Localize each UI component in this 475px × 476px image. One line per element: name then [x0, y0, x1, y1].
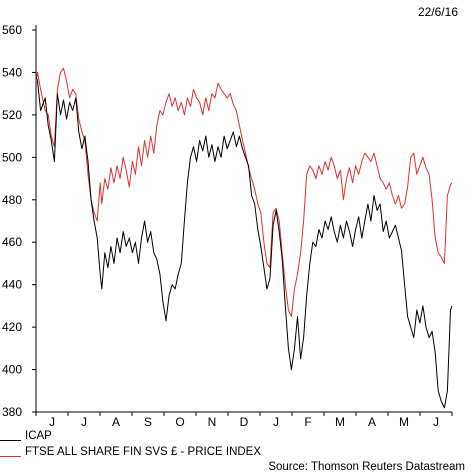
series-line-icap: [35, 76, 453, 409]
legend-item-ftse: FTSE ALL SHARE FIN SVS £ - PRICE INDEX: [0, 444, 261, 460]
legend: ICAP FTSE ALL SHARE FIN SVS £ - PRICE IN…: [0, 428, 261, 460]
legend-swatch-ftse: [0, 455, 21, 457]
x-tick-label: J: [433, 415, 439, 429]
legend-item-icap: ICAP: [0, 428, 261, 444]
x-tick-label: D: [240, 415, 249, 429]
x-tick-label: F: [304, 415, 311, 429]
y-tick-label: 560: [2, 23, 22, 37]
legend-label-ftse: FTSE ALL SHARE FIN SVS £ - PRICE INDEX: [25, 446, 262, 458]
y-tick-label: 540: [2, 65, 22, 79]
source-note: Source: Thomson Reuters Datastream: [268, 461, 465, 473]
series-line-ftse: [35, 67, 453, 317]
x-tick-label: N: [208, 415, 217, 429]
y-tick-label: 520: [2, 108, 22, 122]
legend-swatch-icap: [0, 439, 21, 441]
x-tick-label: J: [81, 415, 87, 429]
x-tick-label: S: [144, 415, 152, 429]
y-tick-label: 380: [2, 405, 22, 419]
x-tick-label: A: [112, 415, 120, 429]
x-tick-label: J: [273, 415, 279, 429]
y-axis: 380 400 420 440 460 480 500 520 540 560: [2, 23, 37, 419]
y-tick-label: 480: [2, 193, 22, 207]
x-tick-label: M: [335, 415, 345, 429]
x-tick-label: J: [49, 415, 55, 429]
x-tick-label: M: [399, 415, 409, 429]
x-tick-label: O: [175, 415, 184, 429]
price-chart: 380 400 420 440 460 480 500 520 540 560 J J A S O N D J F…: [2, 23, 453, 429]
y-tick-label: 420: [2, 320, 22, 334]
y-tick-label: 500: [2, 150, 22, 164]
x-tick-label: A: [368, 415, 376, 429]
y-tick-label: 460: [2, 235, 22, 249]
series-layer: [35, 67, 453, 409]
y-tick-label: 400: [2, 363, 22, 377]
legend-label-icap: ICAP: [25, 430, 52, 442]
y-tick-label: 440: [2, 278, 22, 292]
chart-date: 22/6/16: [417, 5, 458, 19]
